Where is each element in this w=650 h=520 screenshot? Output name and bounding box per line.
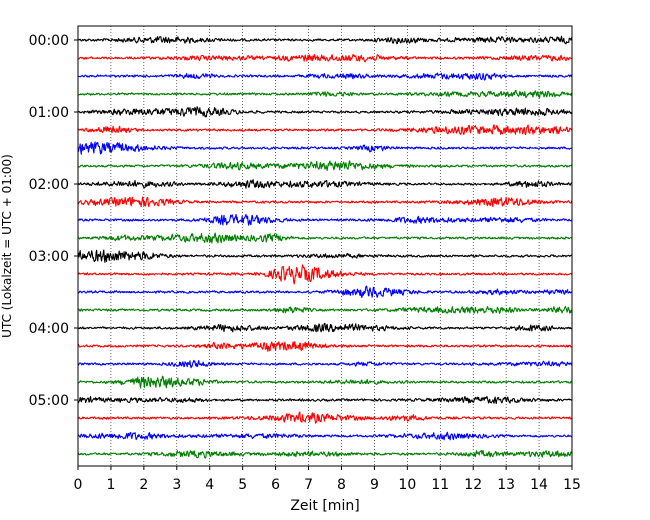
y-tick-label: 00:00 [29,33,69,49]
seismic-trace [77,375,573,389]
seismic-trace [77,124,573,136]
y-axis-ticks: 00:00 01:00 02:00 03:00 04:00 05:00 [29,33,78,409]
seismic-trace [77,89,573,99]
x-axis-label: Zeit [min] [290,498,359,514]
seismic-trace [77,196,573,208]
seismic-trace [77,106,573,118]
y-tick-label: 05:00 [29,393,69,409]
seismic-trace [77,322,573,333]
x-tick-label: 0 [74,477,83,493]
seismic-trace [77,232,573,244]
seismic-trace [77,395,573,405]
seismic-trace [77,305,573,314]
seismic-trace [77,449,573,459]
seismic-trace [77,359,573,369]
seismic-trace [77,249,573,263]
seismic-trace [77,179,573,189]
x-tick-label: 2 [139,477,148,493]
seismic-trace [77,35,573,45]
x-tick-label: 1 [106,477,115,493]
x-tick-label: 9 [370,477,379,493]
seismic-trace [77,341,573,352]
x-tick-label: 14 [530,477,548,493]
x-tick-label: 5 [238,477,247,493]
plot-frame [77,25,573,467]
x-tick-label: 10 [398,477,416,493]
y-axis-label: UTC (Lokalzeit = UTC + 01:00) [0,154,14,338]
seismic-trace [77,141,573,155]
x-tick-label: 3 [172,477,181,493]
seismic-trace [77,160,573,171]
seismic-traces [77,35,573,459]
x-tick-label: 12 [464,477,482,493]
seismic-trace [77,264,573,285]
grid-lines [110,26,540,466]
x-tick-label: 8 [337,477,346,493]
x-tick-label: 13 [497,477,515,493]
seismic-trace [77,213,573,226]
x-tick-label: 7 [304,477,313,493]
y-tick-label: 03:00 [29,249,69,265]
x-tick-label: 11 [431,477,449,493]
y-tick-label: 01:00 [29,105,69,121]
x-tick-label: 6 [271,477,280,493]
seismic-trace [77,285,573,299]
x-axis-ticks: 0 1 2 3 4 5 6 7 8 9 10 11 12 13 14 15 [74,466,581,493]
y-tick-label: 02:00 [29,177,69,193]
seismic-trace [77,53,573,63]
seismic-trace [77,411,573,424]
x-tick-label: 4 [205,477,214,493]
y-tick-label: 04:00 [29,321,69,337]
seismic-trace [77,72,573,81]
x-tick-label: 15 [563,477,581,493]
seismic-trace [77,431,573,441]
